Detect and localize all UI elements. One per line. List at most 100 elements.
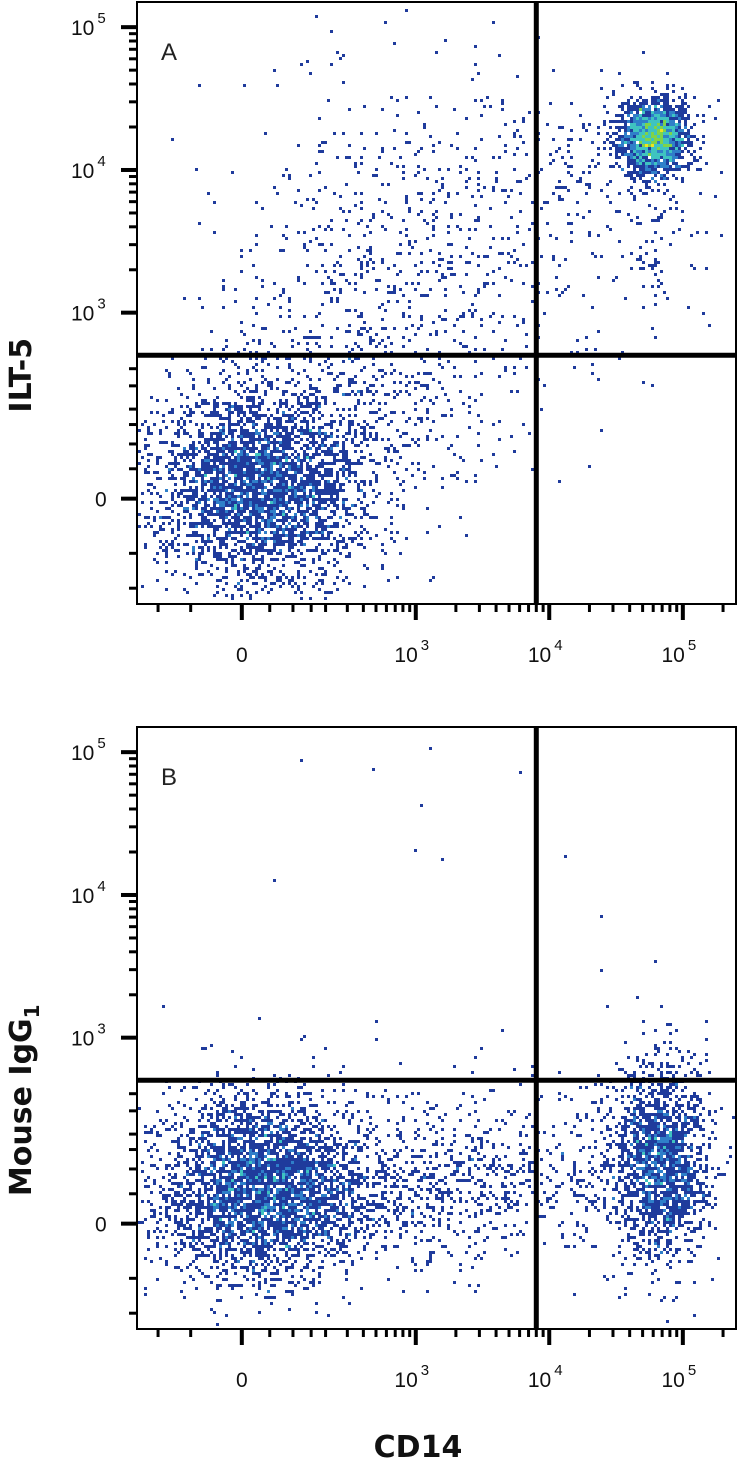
density-cell [684, 102, 687, 105]
density-cell [312, 444, 315, 447]
density-cell [576, 180, 579, 183]
density-cell [297, 495, 300, 498]
density-cell [309, 435, 312, 438]
density-cell [324, 573, 327, 576]
density-cell [198, 297, 201, 300]
density-cell [183, 588, 186, 591]
density-cell [336, 480, 339, 483]
density-cell [486, 255, 489, 258]
density-cell [294, 534, 297, 537]
density-cell [225, 444, 228, 447]
density-cell [267, 1101, 270, 1104]
density-cell [243, 552, 246, 555]
density-cell [375, 477, 378, 480]
density-cell [195, 168, 198, 171]
density-cell [240, 510, 243, 513]
density-cell [306, 426, 309, 429]
density-cell [561, 126, 564, 129]
density-cell [327, 462, 330, 465]
density-cell [585, 192, 588, 195]
density-cell [300, 519, 303, 522]
density-cell [222, 504, 225, 507]
density-cell [264, 519, 267, 522]
density-cell [360, 525, 363, 528]
density-cell [162, 420, 165, 423]
density-cell [222, 1158, 225, 1161]
density-cell [174, 462, 177, 465]
density-cell [141, 423, 144, 426]
density-cell [258, 1221, 261, 1224]
density-cell [186, 552, 189, 555]
density-cell [201, 498, 204, 501]
density-cell [411, 282, 414, 285]
density-cell [396, 393, 399, 396]
density-cell [312, 480, 315, 483]
density-cell [387, 438, 390, 441]
density-cell [273, 537, 276, 540]
density-cell [267, 381, 270, 384]
density-cell [666, 147, 669, 150]
density-cell [237, 381, 240, 384]
density-cell [387, 579, 390, 582]
density-cell [657, 183, 660, 186]
density-cell [252, 483, 255, 486]
density-cell [261, 429, 264, 432]
density-cell [615, 144, 618, 147]
density-cell [630, 132, 633, 135]
density-cell [258, 408, 261, 411]
density-cell [282, 480, 285, 483]
density-cell [207, 456, 210, 459]
density-cell [201, 399, 204, 402]
density-cell [249, 573, 252, 576]
density-cell [447, 399, 450, 402]
density-cell [633, 108, 636, 111]
density-cell [201, 1212, 204, 1215]
density-cell [279, 294, 282, 297]
density-cell [186, 396, 189, 399]
density-cell [201, 1242, 204, 1245]
density-cell [660, 141, 663, 144]
density-cell [450, 474, 453, 477]
density-cell [264, 465, 267, 468]
density-cell [279, 1173, 282, 1176]
density-cell [264, 132, 267, 135]
density-cell [303, 1242, 306, 1245]
density-cell [312, 585, 315, 588]
density-cell [267, 492, 270, 495]
density-cell [150, 1164, 153, 1167]
density-cell [315, 1125, 318, 1128]
density-cell [342, 468, 345, 471]
density-cell [315, 546, 318, 549]
density-cell [198, 522, 201, 525]
density-cell [324, 468, 327, 471]
density-cell [642, 261, 645, 264]
density-cell [156, 579, 159, 582]
density-cell [612, 90, 615, 93]
density-cell [324, 501, 327, 504]
density-cell [312, 549, 315, 552]
density-cell [216, 477, 219, 480]
density-cell [333, 501, 336, 504]
density-cell [705, 162, 708, 165]
density-cell [213, 414, 216, 417]
density-cell [324, 498, 327, 501]
density-cell [696, 159, 699, 162]
density-cell [339, 273, 342, 276]
density-cell [291, 492, 294, 495]
density-cell [264, 525, 267, 528]
density-cell [648, 117, 651, 120]
density-cell [297, 144, 300, 147]
density-cell [207, 1218, 210, 1221]
density-cell [159, 1212, 162, 1215]
density-cell [213, 1128, 216, 1131]
density-cell [162, 1092, 165, 1095]
density-cell [333, 1179, 336, 1182]
density-cell [588, 210, 591, 213]
density-cell [330, 414, 333, 417]
density-cell [180, 501, 183, 504]
density-cell [669, 243, 672, 246]
density-cell [240, 255, 243, 258]
density-cell [618, 147, 621, 150]
density-cell [144, 447, 147, 450]
density-cell [222, 513, 225, 516]
